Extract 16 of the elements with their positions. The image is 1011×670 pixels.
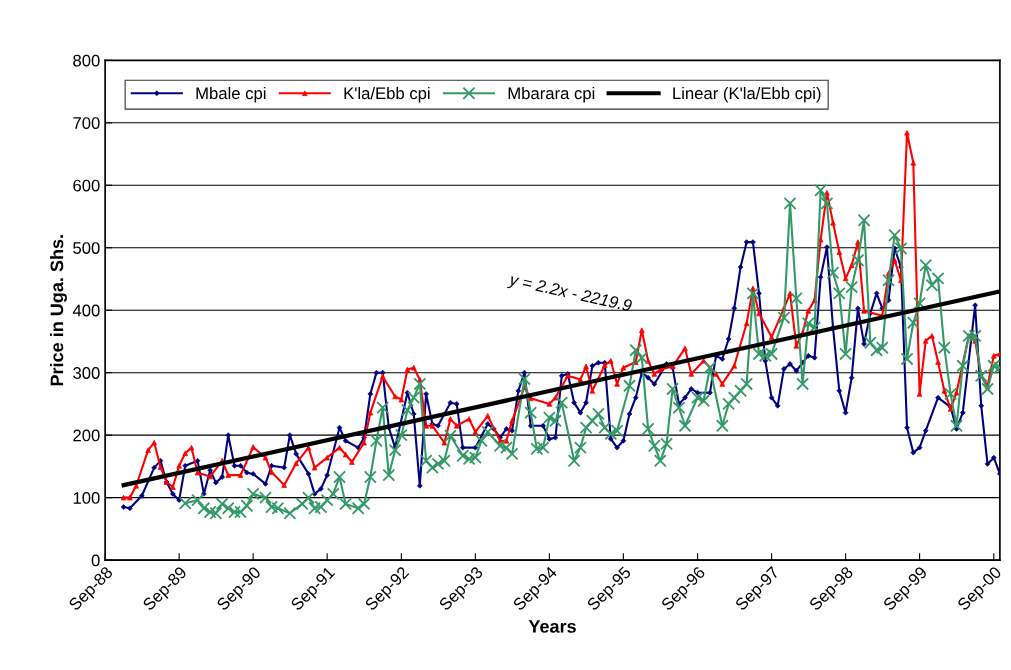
y-tick-label: 500 — [73, 242, 100, 254]
y-tick-label: 800 — [73, 54, 100, 67]
y-tick-label: 200 — [73, 429, 100, 442]
x-axis-title: Years — [528, 620, 576, 633]
y-tick-label: 300 — [73, 367, 100, 379]
legend-label: Linear (K'la/Ebb cpi) — [673, 86, 821, 103]
annotation: y = 2.2x - 2219.9 — [507, 273, 633, 315]
y-tick-label: 600 — [73, 179, 100, 192]
legend-label: Mbale cpi — [196, 86, 266, 103]
y-tick-label: 100 — [73, 492, 100, 504]
y-tick-label: 0 — [91, 554, 100, 567]
y-tick-label: 700 — [73, 117, 100, 129]
legend-label: Mbarara cpi — [508, 86, 595, 103]
legend-label: K'la/Ebb cpi — [344, 86, 430, 103]
y-axis-title: Price in Uga. Shs. — [50, 235, 67, 386]
y-tick-label: 400 — [72, 304, 100, 317]
